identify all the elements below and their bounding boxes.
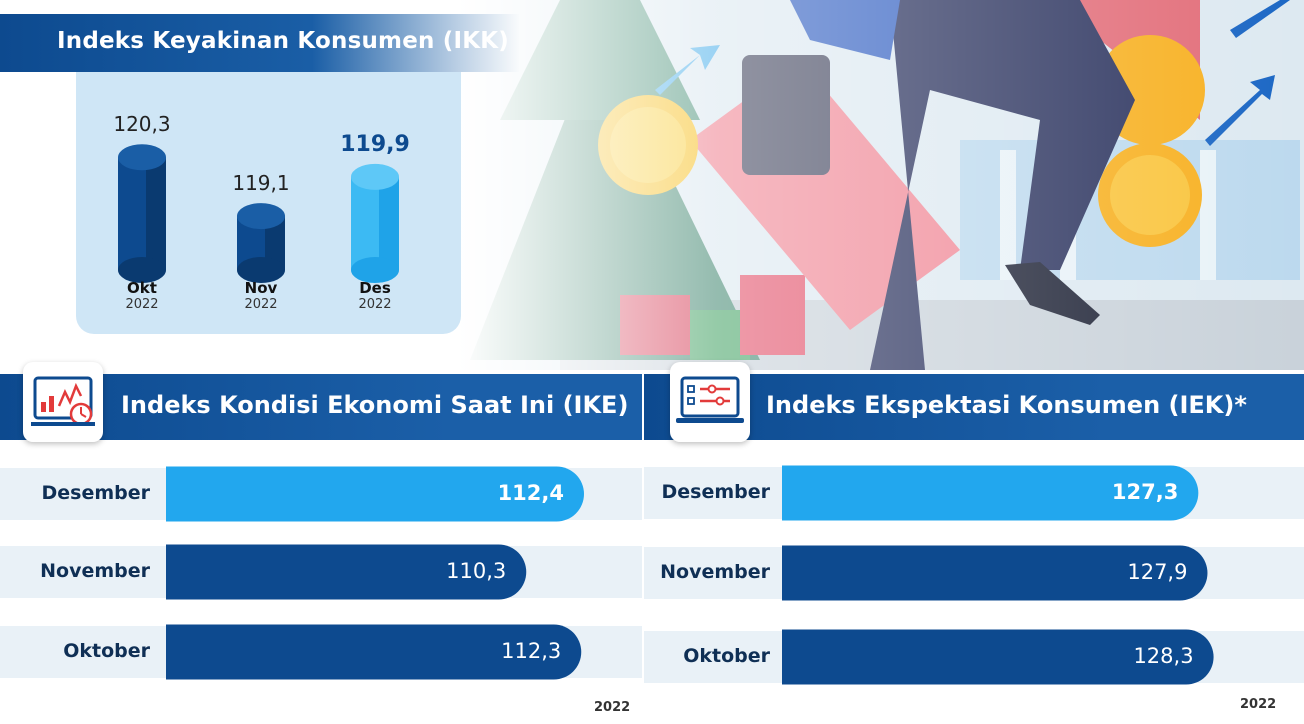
bar-category-label: Desember xyxy=(41,482,150,504)
iek-header-band xyxy=(644,374,1304,440)
bar-left-square xyxy=(166,544,194,600)
bar-category-label: November xyxy=(40,560,150,582)
bar-value-label: 127,9 xyxy=(1127,560,1188,584)
ike-title: Indeks Kondisi Ekonomi Saat Ini (IKE) xyxy=(121,391,629,419)
bar-category-label: Oktober xyxy=(63,640,150,662)
ikk-cylinder xyxy=(118,144,166,283)
bar xyxy=(782,545,1208,601)
ikk-cylinder xyxy=(237,203,285,283)
ikk-value-label: 120,3 xyxy=(113,112,171,137)
ikk-year-label: 2022 xyxy=(358,297,392,312)
bar-left-square xyxy=(782,465,810,521)
bar xyxy=(782,629,1214,685)
bar-value-label: 112,3 xyxy=(501,639,562,663)
bar-left-square xyxy=(782,545,810,601)
bar-category-label: November xyxy=(660,561,770,583)
ikk-value-label: 119,9 xyxy=(340,131,410,157)
bar-category-label: Oktober xyxy=(683,645,770,667)
bar xyxy=(166,544,527,600)
bar-value-label: 128,3 xyxy=(1133,644,1194,668)
bar-left-square xyxy=(782,629,810,685)
iek-title: Indeks Ekspektasi Konsumen (IEK)* xyxy=(766,391,1247,419)
bar-left-square xyxy=(166,624,194,680)
bar-value-label: 112,4 xyxy=(497,481,564,505)
ikk-year-label: 2022 xyxy=(125,297,159,312)
bar xyxy=(166,624,582,680)
ikk-month-label: Nov xyxy=(244,279,278,297)
bar-value-label: 110,3 xyxy=(446,559,507,583)
ikk-cylinder xyxy=(351,163,399,283)
bar-category-label: Desember xyxy=(661,481,770,503)
ikk-header-band xyxy=(0,14,520,72)
ikk-value-label: 119,1 xyxy=(232,171,290,196)
ikk-title: Indeks Keyakinan Konsumen (IKK) xyxy=(57,28,510,54)
chart-monitor-icon xyxy=(23,362,103,442)
bar xyxy=(782,465,1199,521)
iek-year-note: 2022 xyxy=(1240,697,1277,712)
ikk-month-label: Okt xyxy=(127,279,157,297)
bar-left-square xyxy=(166,466,194,522)
ike-year-note: 2022 xyxy=(594,700,631,715)
ike-header-band xyxy=(0,374,642,440)
bar-value-label: 127,3 xyxy=(1111,480,1179,504)
settings-laptop-icon xyxy=(670,362,750,442)
ikk-month-label: Des xyxy=(359,279,391,297)
ikk-year-label: 2022 xyxy=(244,297,278,312)
bar xyxy=(166,466,584,522)
